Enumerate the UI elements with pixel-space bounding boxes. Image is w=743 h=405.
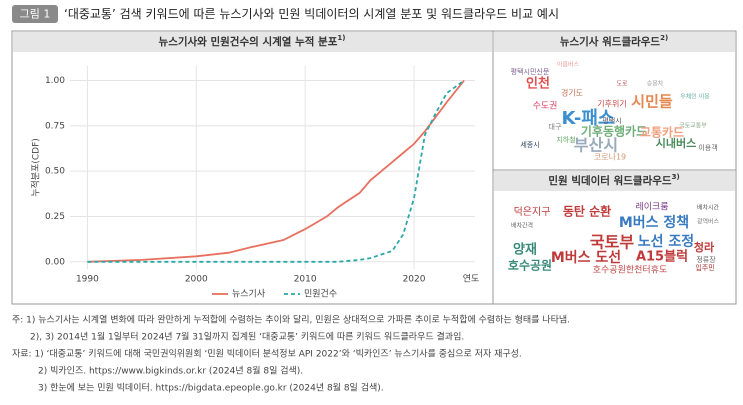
x-tick-label: 2000 (185, 275, 208, 285)
cloud-word: 청라 (694, 240, 715, 254)
legend-label: 민원건수 (304, 289, 337, 300)
cloud-word: 광역버스 (697, 218, 720, 226)
series-line (87, 79, 465, 263)
cloud-word: 부산시 (574, 136, 618, 155)
title-note: 1) (337, 34, 345, 42)
cloud-word: 기후위기 (597, 100, 626, 109)
note-line: 2) 빅카인즈. https://www.bigkinds.or.kr (202… (38, 365, 303, 377)
cloud-word: 아름버스 (557, 61, 580, 69)
cloud-word: A15블럭 (636, 250, 688, 265)
cloud-word: 입주민 (695, 263, 714, 272)
cloud-word: 레이크룸 (635, 202, 668, 213)
cloud-word: 동탄 순환 (563, 204, 611, 219)
cloud-word: 국토교통부 (679, 123, 707, 130)
cloud-word: 평택시민신문 (511, 67, 550, 76)
note-line: 3) 한눈에 보는 민원 빅데이터. https://bigdata.epeop… (38, 382, 384, 394)
plot-area (70, 66, 475, 269)
y-axis-label: 누적분포(CDF) (30, 138, 42, 197)
x-axis-label: 연도 (463, 274, 480, 285)
cloud-title: 민원 빅데이터 워드클라우드3) (548, 173, 679, 187)
cloud-word: 호수공원한천터휴도 (593, 265, 668, 276)
cloud-word: 도로 (616, 81, 628, 88)
frame (11, 30, 737, 305)
title-text: 민원 빅데이터 워드클라우드 (548, 174, 672, 187)
panel-header (13, 32, 492, 52)
cloud-word: 이용객 (698, 143, 717, 152)
note-line: 2), 3) 2014년 1월 1일부터 2024년 7월 31일까지 집계된 … (30, 331, 464, 343)
cloud-word: 시민들 (631, 93, 673, 111)
cloud-word: M버스 정책 (619, 214, 689, 231)
title-note: 2) (660, 34, 668, 42)
badge: 그림 1 (20, 8, 51, 21)
cloud-word: 국토부 (590, 233, 634, 252)
cloud-word: 인천 (526, 76, 550, 92)
x-tick-label: 2010 (294, 275, 317, 285)
cloud-word: 정류장 (696, 255, 716, 264)
plot: 0.00 0.25 0.50 0.75 1.00 1990 2000 2010 2020 연도 누적… (30, 66, 480, 300)
y-tick-label: 0.50 (45, 167, 65, 177)
note-line: 주: 1) 뉴스기사는 시계열 변화에 따라 완만하게 누적합에 수렴하는 추이… (12, 314, 570, 326)
badge-bg (12, 5, 58, 23)
cloud-word: 평택시 (602, 116, 621, 125)
legend-label: 뉴스기사 (232, 289, 266, 300)
cloud-word: 코로나19 (594, 153, 626, 162)
cloud-word: 대구 (549, 123, 562, 131)
notes: 주: 1) 뉴스기사는 시계열 변화에 따라 완만하게 누적합에 수렴하는 추이… (12, 314, 570, 394)
cloud-word: 우체인 이용 (680, 93, 710, 101)
cloud-word: K-패스 (562, 108, 615, 129)
cloud-word: 세종시 (520, 140, 539, 149)
cloud-word: 기후동행카드 (581, 124, 647, 139)
cloud-word: 승용차 (647, 80, 664, 88)
x-tick-label: 2020 (403, 275, 426, 285)
x-tick-label: 1990 (76, 275, 99, 285)
cloud-word: M버스 도선 (551, 249, 621, 266)
cloud-word: 교통카드 (640, 125, 684, 140)
cloud-word: 수도권 (533, 100, 558, 112)
panel-header (494, 32, 735, 52)
y-tick-label: 0.75 (45, 121, 65, 131)
cloud-word: 노선 조정 (638, 233, 694, 250)
y-tick-label: 0.00 (45, 257, 65, 267)
chart-title: 뉴스기사와 민원건수의 시계열 누적 분포1) (159, 34, 346, 48)
cloud-word: 지하철 (556, 135, 575, 144)
title-text: 뉴스기사 워드클라우드 (560, 35, 661, 48)
cloud-word: 경기도 (561, 88, 583, 98)
title-note: 3) (672, 173, 680, 181)
cloud-word: 시내버스 (656, 136, 696, 150)
figure-title: ‘대중교통’ 검색 키워드에 따른 뉴스기사와 민원 빅데이터의 시계열 분포 … (64, 7, 559, 21)
title-text: 뉴스기사와 민원건수의 시계열 누적 분포 (159, 35, 338, 48)
y-tick-label: 0.25 (45, 212, 65, 222)
note-line: 자료: 1) ‘대중교통’ 키워드에 대해 국민권익위원회 ‘민원 빅데이터 분… (12, 348, 522, 360)
cloud-word: 호수공원 (508, 259, 552, 273)
panel-header (494, 171, 735, 191)
y-tick-label: 1.00 (45, 76, 65, 86)
series-line (87, 79, 465, 263)
cloud-word: 덕은지구 (514, 206, 551, 218)
cloud-title: 뉴스기사 워드클라우드2) (560, 34, 668, 48)
cloud-word: 양재 (513, 243, 537, 258)
cloud-word: 배차간격 (511, 222, 533, 230)
cloud-word: 배차시간 (697, 204, 720, 212)
